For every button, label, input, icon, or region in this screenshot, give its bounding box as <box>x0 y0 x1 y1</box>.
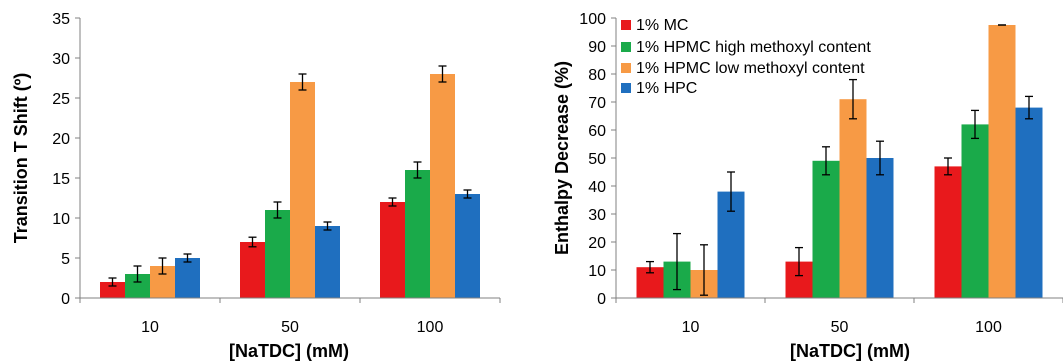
transition-shift-chart: 0 5 10 15 20 25 30 35 10 50 100 [NaTDC] (mM) Tran… <box>11 11 501 361</box>
legend-label-mc: 1% MC <box>636 17 688 34</box>
legend-swatch-hpmc-high <box>621 42 631 52</box>
y-tick-label: 0 <box>597 291 606 308</box>
y-tick-labels: 0 5 10 15 20 25 30 35 <box>52 11 70 308</box>
bar-hpmc_low-50 <box>839 99 867 298</box>
axes <box>75 17 501 303</box>
axes <box>611 17 1063 303</box>
x-axis-title: [NaTDC] (mM) <box>790 341 910 361</box>
x-tick-label: 100 <box>417 319 444 336</box>
bar-hpmc_low-50 <box>290 82 315 298</box>
bar-hpmc_low-100 <box>430 74 455 298</box>
x-tick-label: 50 <box>281 319 299 336</box>
bars <box>636 25 1043 299</box>
y-tick-label: 20 <box>588 235 606 252</box>
y-tick-labels: 0 10 20 30 40 50 60 70 80 90 100 <box>579 11 606 308</box>
x-tick-label: 10 <box>682 319 700 336</box>
legend-label-hpmc-low: 1% HPMC low methoxyl content <box>636 60 865 77</box>
bar-hpmc_high-50 <box>812 160 840 298</box>
y-tick-label: 30 <box>588 207 606 224</box>
y-axis-title: Enthalpy Decrease (%) <box>552 61 572 255</box>
y-tick-label: 90 <box>588 39 606 56</box>
y-tick-label: 30 <box>52 51 70 68</box>
bar-mc-10 <box>100 282 125 298</box>
y-tick-label: 10 <box>588 263 606 280</box>
y-tick-label: 40 <box>588 179 606 196</box>
x-tick-label: 10 <box>141 319 159 336</box>
x-tick-label: 50 <box>831 319 849 336</box>
legend-label-hpmc-high: 1% HPMC high methoxyl content <box>636 39 871 56</box>
y-tick-label: 70 <box>588 95 606 112</box>
error-bars <box>646 24 1033 296</box>
y-tick-label: 20 <box>52 131 70 148</box>
legend-swatch-hpc <box>621 83 631 93</box>
y-axis-title: Transition T Shift (º) <box>11 73 31 244</box>
bar-hpc-10 <box>175 258 200 298</box>
x-tick-labels: 10 50 100 <box>682 319 1002 336</box>
legend-label-hpc: 1% HPC <box>636 80 697 97</box>
y-tick-label: 80 <box>588 67 606 84</box>
bar-mc-100 <box>380 202 405 298</box>
bar-hpc-100 <box>455 194 480 298</box>
error-bars <box>108 65 472 287</box>
bar-hpc-50 <box>315 226 340 298</box>
x-tick-label: 100 <box>975 319 1002 336</box>
y-tick-label: 0 <box>61 291 70 308</box>
y-tick-label: 50 <box>588 151 606 168</box>
y-tick-label: 10 <box>52 211 70 228</box>
bar-hpmc_high-100 <box>961 124 989 299</box>
bar-hpmc_high-50 <box>265 210 290 298</box>
bars <box>100 74 480 298</box>
bar-mc-100 <box>934 166 962 298</box>
y-tick-label: 100 <box>579 11 606 28</box>
x-tick-labels: 10 50 100 <box>141 319 443 336</box>
bar-hpmc_low-100 <box>988 25 1016 298</box>
legend: 1% MC 1% HPMC high methoxyl content 1% H… <box>621 17 871 97</box>
y-tick-label: 5 <box>61 251 70 268</box>
bar-hpmc_high-100 <box>405 170 430 298</box>
bar-hpc-50 <box>866 158 894 298</box>
enthalpy-decrease-chart: 0 10 20 30 40 50 60 70 80 90 100 10 50 100 [NaTDC] (… <box>552 11 1063 361</box>
legend-swatch-hpmc-low <box>621 63 631 73</box>
x-axis-title: [NaTDC] (mM) <box>229 341 349 361</box>
y-tick-label: 35 <box>52 11 70 28</box>
legend-swatch-mc <box>621 20 631 30</box>
y-tick-label: 25 <box>52 91 70 108</box>
y-tick-label: 15 <box>52 171 70 188</box>
bar-mc-50 <box>240 242 265 298</box>
bar-hpc-100 <box>1015 107 1043 298</box>
y-tick-label: 60 <box>588 123 606 140</box>
